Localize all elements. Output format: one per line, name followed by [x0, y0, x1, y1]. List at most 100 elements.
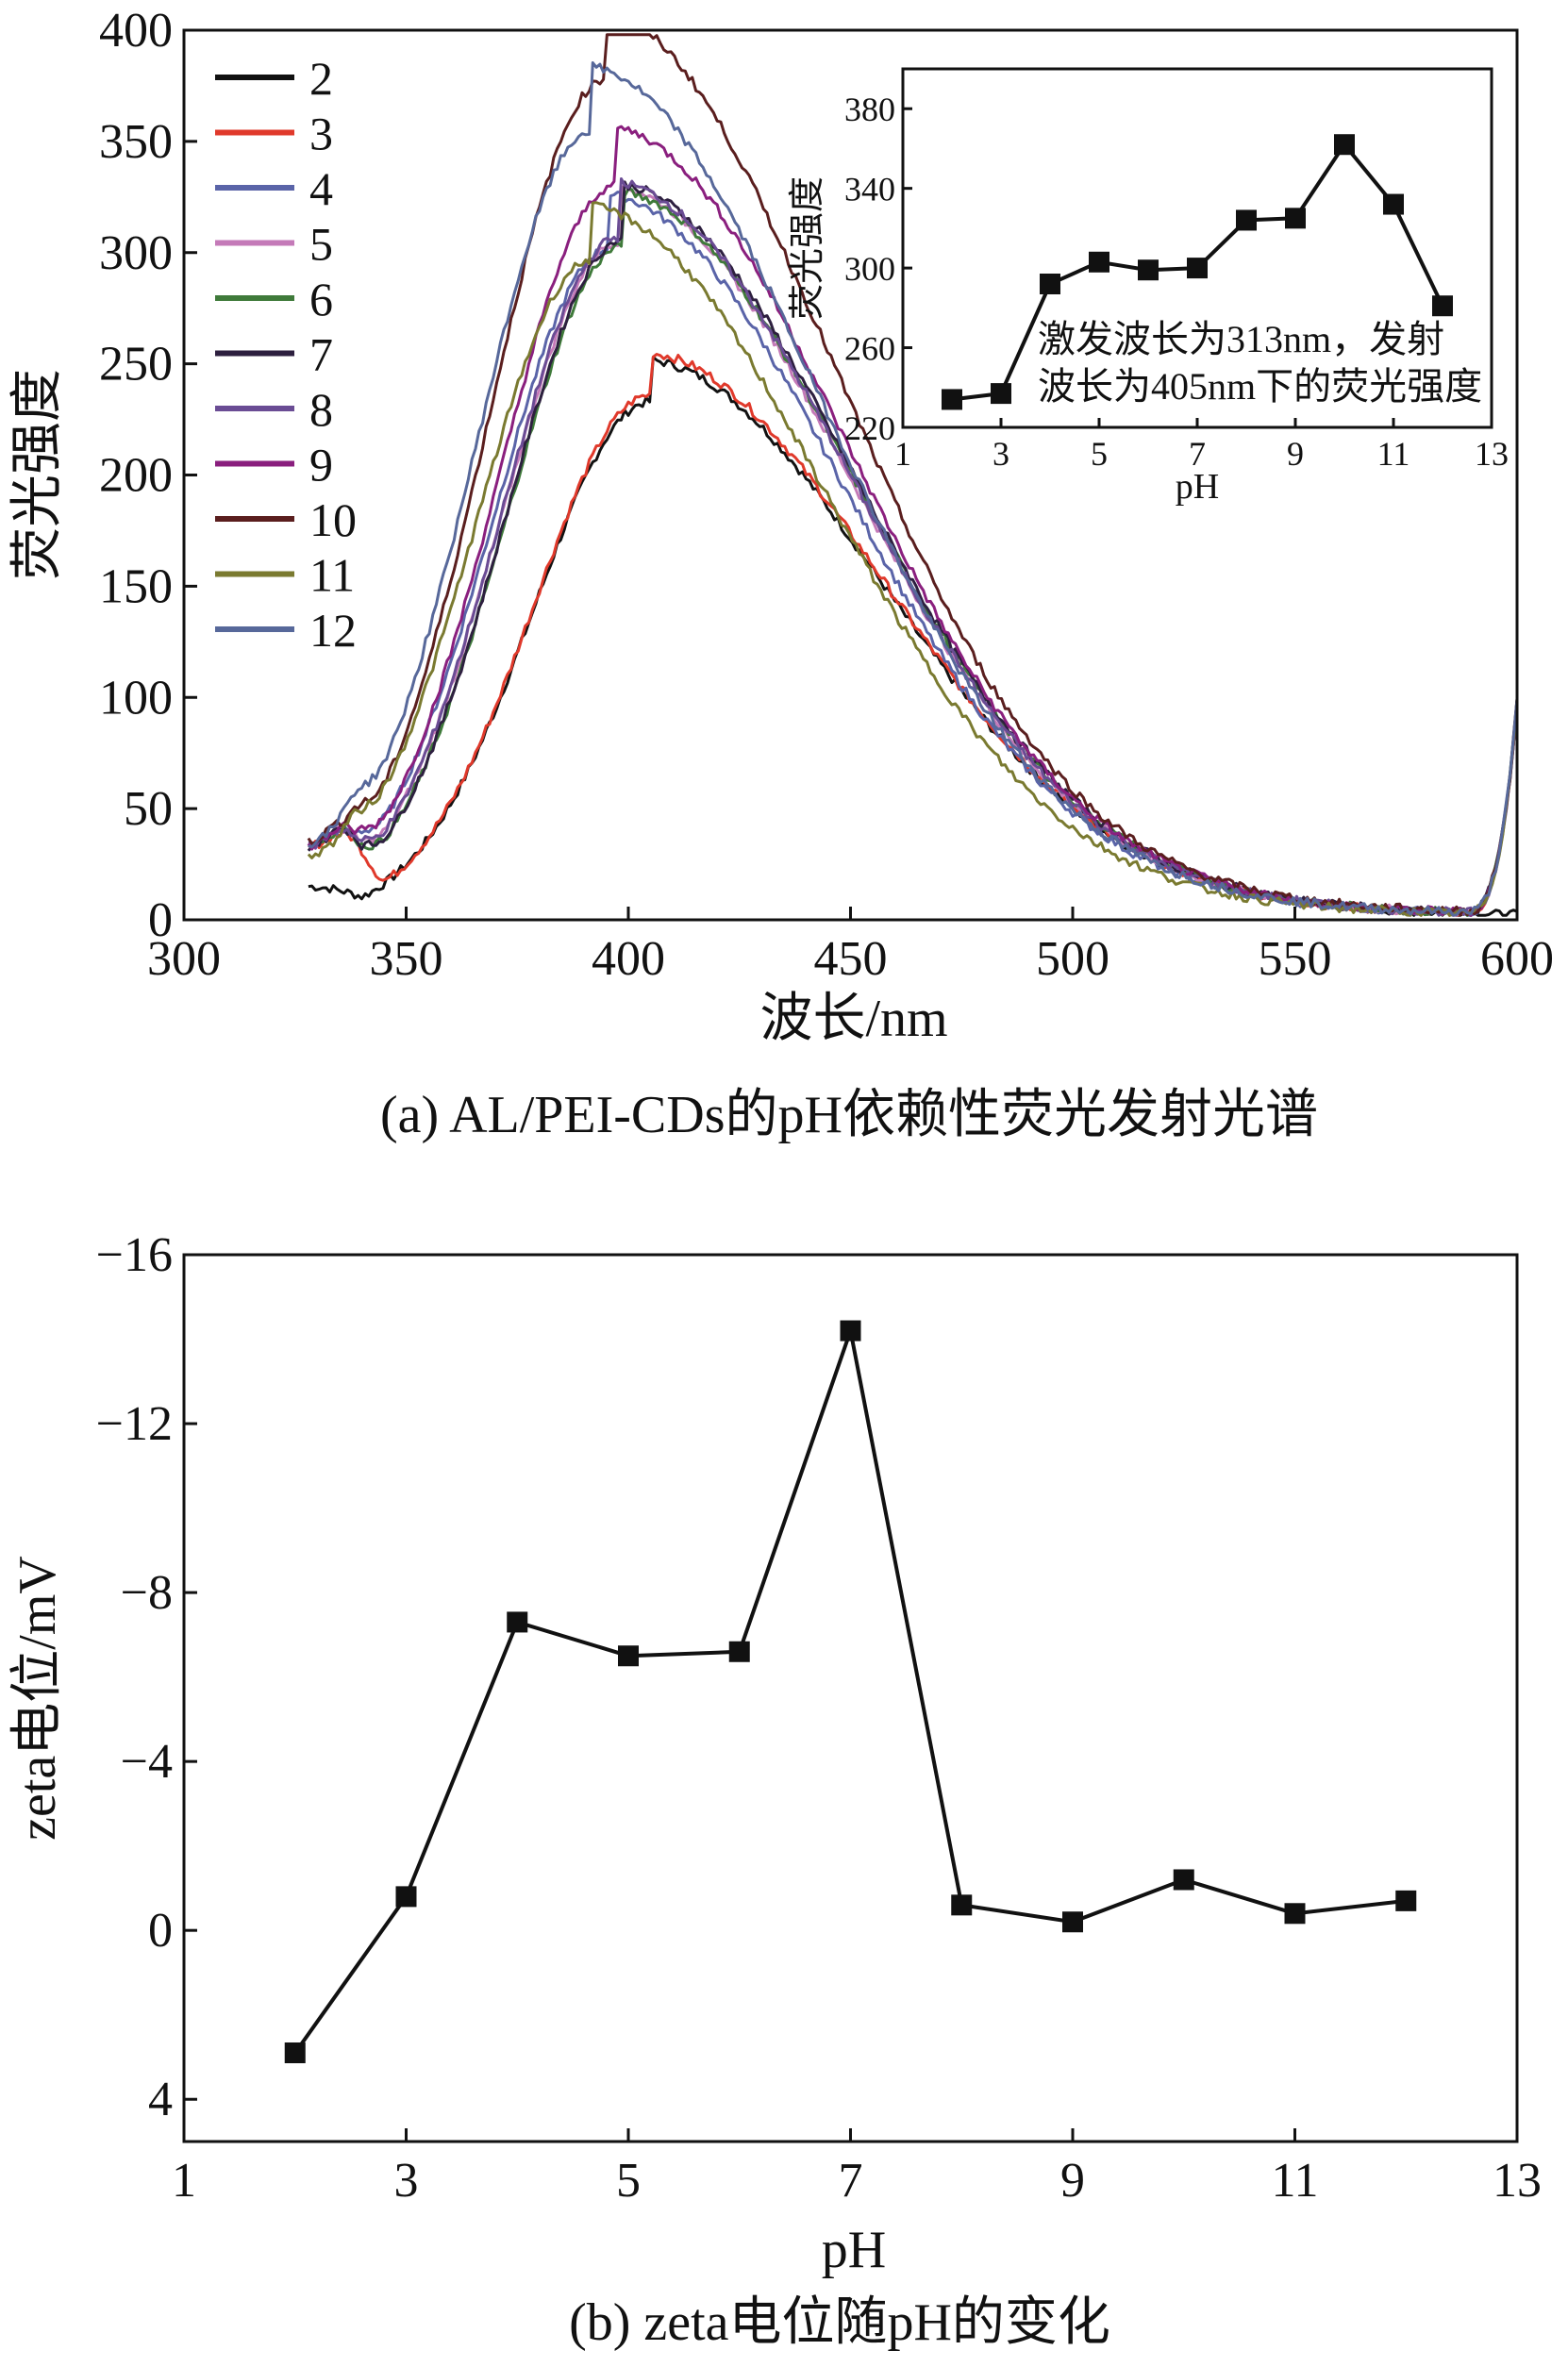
spectrum-y-axis-title: 荧光强度 — [8, 369, 67, 580]
spectrum-y-tick-label: 100 — [99, 671, 173, 725]
spectrum-y-tick-label: 200 — [99, 449, 173, 503]
inset-x-tick-label: 7 — [1189, 435, 1206, 473]
zeta-point — [1173, 1869, 1194, 1891]
zeta-x-tick-label: 1 — [172, 2154, 196, 2208]
inset-x-tick-label: 11 — [1377, 435, 1410, 473]
legend-label-11: 11 — [309, 549, 355, 602]
zeta-x-tick-label: 3 — [394, 2154, 419, 2208]
zeta-x-axis-title: pH — [822, 2221, 886, 2279]
zeta-plot-frame — [182, 1253, 1519, 2143]
spectrum-x-tick-label: 450 — [814, 932, 888, 986]
inset-x-tick-label: 13 — [1475, 435, 1509, 473]
inset-point — [1432, 295, 1453, 317]
spectrum-series-8 — [308, 177, 1519, 917]
inset-y-tick-label: 340 — [844, 171, 895, 208]
zeta-y-ticks: 4 0 −4 −8 −12 −16 — [96, 1228, 197, 2126]
spectrum-x-ticks: 300 350 400 450 500 550 600 — [147, 907, 1554, 986]
legend-label-4: 4 — [309, 162, 333, 215]
spectrum-series-5 — [308, 182, 1519, 917]
legend-label-2: 2 — [309, 52, 333, 105]
inset-y-ticks: 220 260 300 340 380 — [844, 91, 912, 447]
legend-label-8: 8 — [309, 383, 333, 436]
spectrum-y-tick-label: 400 — [99, 4, 173, 58]
spectrum-series-3 — [308, 353, 1519, 917]
inset-point — [1236, 209, 1257, 231]
inset-point — [1089, 251, 1109, 273]
spectrum-y-tick-label: 350 — [99, 115, 173, 169]
spectrum-y-tick-label: 50 — [124, 782, 173, 836]
zeta-point — [284, 2042, 306, 2063]
spectrum-series-2 — [308, 356, 1518, 917]
zeta-caption: (b) zeta电位随pH的变化 — [569, 2293, 1110, 2352]
inset-series — [942, 134, 1453, 410]
spectrum-y-tick-label: 250 — [99, 338, 173, 392]
inset-y-tick-label: 300 — [844, 250, 895, 288]
spectrum-y-tick-label: 150 — [99, 559, 173, 613]
spectrum-series-7 — [307, 180, 1519, 916]
zeta-x-tick-label: 9 — [1060, 2154, 1085, 2208]
inset-y-tick-label: 220 — [844, 409, 895, 447]
inset-y-axis-title: 荧光强度 — [788, 176, 827, 320]
spectrum-y-tick-label: 300 — [99, 226, 173, 280]
zeta-point — [395, 1886, 417, 1908]
zeta-y-tick-label: 4 — [148, 2073, 173, 2126]
legend-label-6: 6 — [309, 273, 333, 325]
zeta-y-tick-label: −8 — [121, 1566, 173, 1620]
legend-label-9: 9 — [309, 439, 333, 492]
legend-label-5: 5 — [309, 218, 333, 271]
inset-point — [1334, 134, 1355, 156]
inset-x-tick-label: 3 — [993, 435, 1009, 473]
inset-point — [1187, 258, 1208, 279]
zeta-chart: 1 3 5 7 9 11 13 40−4−8−12−16 pH zeta电位/mV (b) … — [8, 1228, 1542, 2352]
inset-point — [991, 383, 1011, 405]
zeta-point — [507, 1611, 528, 1633]
legend-label-3: 3 — [309, 108, 333, 160]
zeta-y-axis-title: zeta电位/mV — [8, 1556, 67, 1841]
legend-label-12: 12 — [309, 604, 357, 657]
inset-annotation-line1: 激发波长为313nm，发射 — [1038, 318, 1444, 360]
zeta-y-tick-label: −4 — [121, 1735, 173, 1789]
zeta-x-tick-label: 7 — [839, 2154, 863, 2208]
spectrum-y-ticks: 0 50 100 150 200 250 300 350 400 — [99, 4, 197, 947]
spectrum-series-9 — [307, 125, 1519, 917]
zeta-y-tick-label: −12 — [96, 1397, 173, 1451]
zeta-x-tick-label: 13 — [1493, 2154, 1542, 2208]
inset-point — [1383, 193, 1404, 215]
inset-point — [1040, 274, 1060, 294]
zeta-point — [1395, 1890, 1417, 1911]
zeta-line — [293, 1323, 1407, 2055]
legend-label-10: 10 — [309, 493, 357, 546]
zeta-x-tick-label: 11 — [1271, 2154, 1318, 2208]
spectrum-chart: 300 350 400 450 500 550 600 0 50 100 150 200 250 300… — [8, 4, 1554, 1144]
spectrum-curves — [307, 33, 1519, 917]
spectrum-x-axis-title: 波长/nm — [759, 990, 947, 1048]
inset-x-tick-label: 9 — [1287, 435, 1304, 473]
spectrum-series-12 — [308, 61, 1519, 917]
zeta-point — [840, 1320, 861, 1342]
inset-x-ticks: 1 3 5 7 9 11 13 — [894, 418, 1509, 473]
spectrum-x-tick-label: 600 — [1480, 932, 1554, 986]
zeta-x-tick-label: 5 — [616, 2154, 641, 2208]
zeta-y-tick-label: 0 — [148, 1904, 173, 1958]
inset-x-axis-title: pH — [1176, 467, 1219, 507]
spectrum-x-tick-label: 350 — [370, 932, 443, 986]
zeta-point — [728, 1641, 750, 1662]
zeta-x-ticks: 1 3 5 7 9 11 13 — [172, 2128, 1542, 2208]
spectrum-x-tick-label: 300 — [147, 932, 221, 986]
spectrum-x-tick-label: 500 — [1036, 932, 1109, 986]
zeta-series — [284, 1320, 1417, 2063]
inset-annotation-line2: 波长为405nm下的荧光强度 — [1038, 365, 1482, 408]
zeta-point — [1284, 1903, 1306, 1925]
inset-point — [1138, 259, 1159, 281]
spectrum-x-tick-label: 400 — [592, 932, 665, 986]
inset-y-tick-label: 260 — [844, 330, 895, 368]
zeta-y-tick-label: −16 — [96, 1228, 173, 1282]
inset-point — [942, 389, 962, 410]
inset-x-tick-label: 5 — [1091, 435, 1108, 473]
legend-label-7: 7 — [309, 328, 333, 381]
zeta-point — [951, 1894, 973, 1916]
inset-x-tick-label: 1 — [894, 435, 911, 473]
